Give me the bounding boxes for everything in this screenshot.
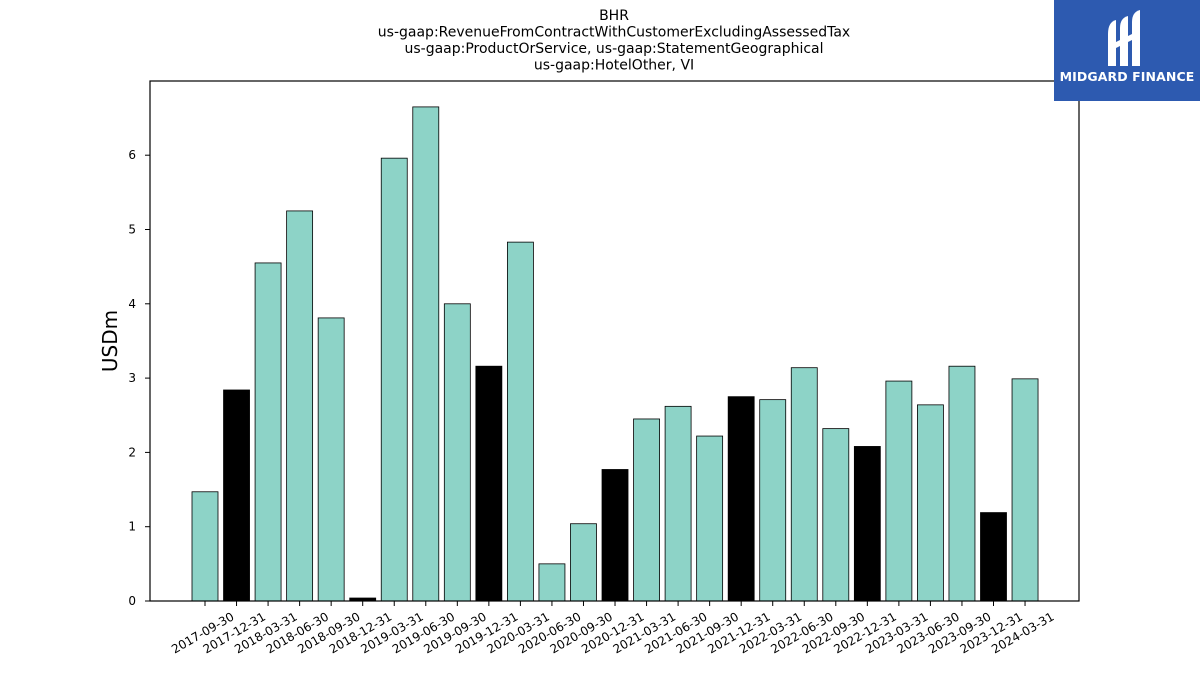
bar <box>664 405 692 602</box>
y-tick-label: 6 <box>128 148 136 162</box>
midgard-finance-logo: MIDGARD FINANCE <box>1054 0 1200 101</box>
bar <box>223 389 250 602</box>
bar <box>948 365 976 602</box>
midgard-logo-icon <box>1108 10 1140 66</box>
bars <box>191 106 1039 602</box>
bar <box>254 262 282 602</box>
bar <box>696 435 724 602</box>
bar <box>1011 378 1039 602</box>
bar <box>727 396 755 602</box>
bar <box>980 512 1007 602</box>
x-axis: 2017-09-302017-12-312018-03-312018-06-30… <box>169 601 1057 656</box>
y-tick-label: 4 <box>128 297 136 311</box>
bar <box>506 241 534 602</box>
y-tick-label: 1 <box>128 520 136 534</box>
title-line: us-gaap:RevenueFromContractWithCustomerE… <box>378 25 850 41</box>
bar <box>286 210 314 602</box>
bar <box>822 428 850 602</box>
bar <box>380 157 408 602</box>
bar <box>790 367 818 602</box>
bar <box>570 523 597 602</box>
bar <box>601 469 629 602</box>
title-line: BHR <box>599 8 629 24</box>
bar <box>917 404 944 602</box>
bar <box>443 303 471 602</box>
bar <box>191 491 219 602</box>
bar <box>317 317 345 602</box>
plot-frame <box>149 80 1080 602</box>
title-line: us-gaap:ProductOrService, us-gaap:Statem… <box>404 41 823 57</box>
bar <box>633 418 660 602</box>
y-tick-label: 2 <box>128 445 136 459</box>
bar <box>853 446 881 602</box>
bar <box>759 399 787 602</box>
bar <box>885 380 913 602</box>
title-line: us-gaap:HotelOther, VI <box>534 58 694 74</box>
bar <box>538 563 566 602</box>
bar <box>475 365 503 602</box>
y-tick-label: 0 <box>128 594 136 608</box>
y-axis: 0 1 2 3 4 5 6 <box>128 148 150 608</box>
bar <box>412 106 440 602</box>
logo-text: MIDGARD FINANCE <box>1059 69 1195 84</box>
y-tick-label: 3 <box>128 371 136 385</box>
chart-title: BHRus-gaap:RevenueFromContractWithCustom… <box>378 8 850 74</box>
y-tick-label: 5 <box>128 223 136 237</box>
y-axis-label: USDm <box>98 310 122 372</box>
